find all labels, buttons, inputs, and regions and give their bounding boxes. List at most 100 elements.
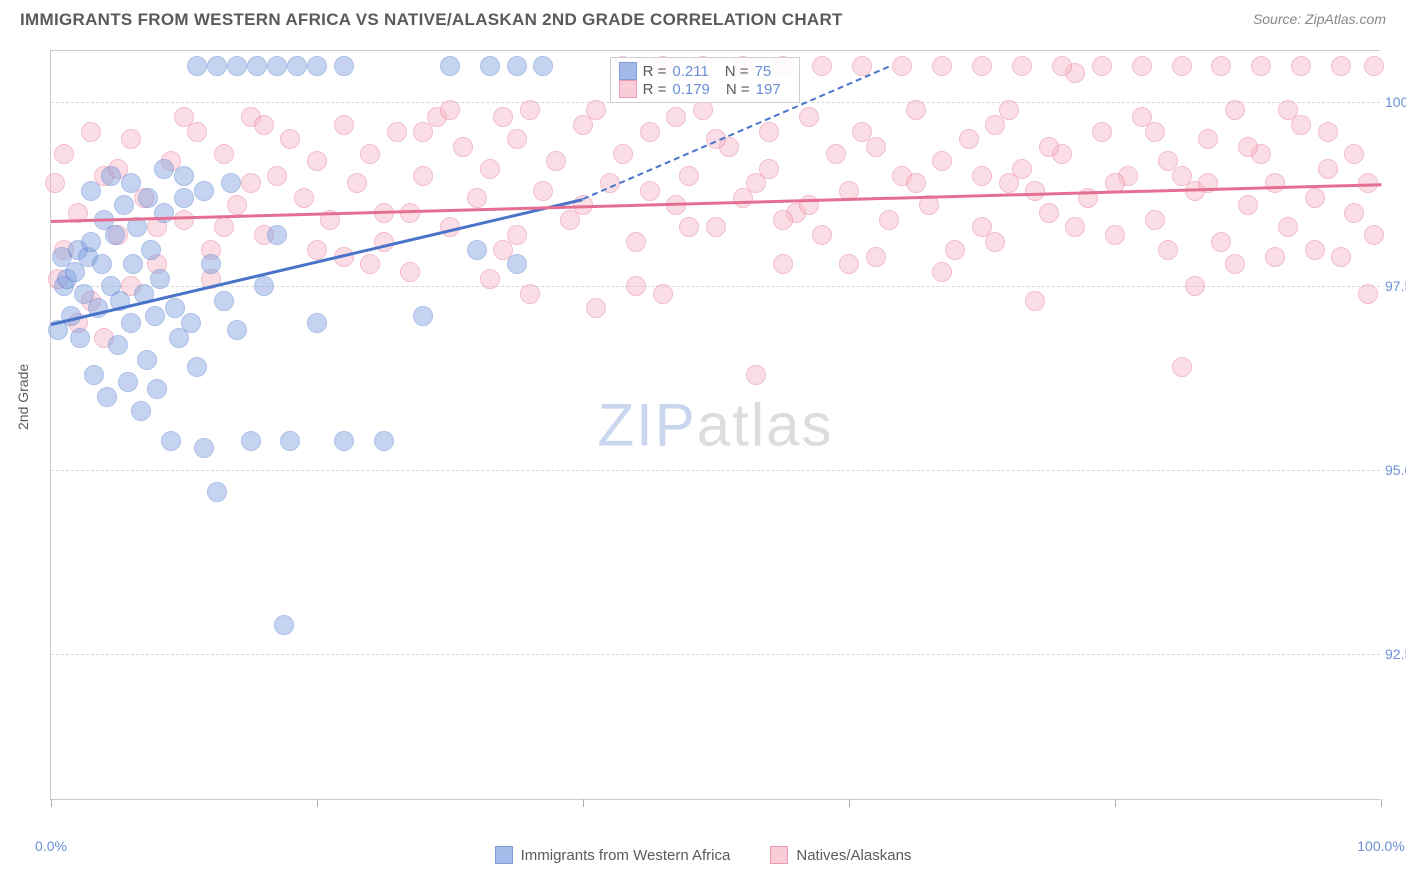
data-point-pink	[1172, 166, 1192, 186]
data-point-blue	[287, 56, 307, 76]
data-point-pink	[360, 254, 380, 274]
data-point-pink	[932, 56, 952, 76]
legend-swatch	[770, 846, 788, 864]
data-point-blue	[207, 56, 227, 76]
data-point-blue	[507, 56, 527, 76]
data-point-pink	[1092, 56, 1112, 76]
data-point-pink	[81, 122, 101, 142]
data-point-pink	[467, 188, 487, 208]
data-point-pink	[1158, 240, 1178, 260]
data-point-pink	[1238, 195, 1258, 215]
data-point-pink	[972, 166, 992, 186]
data-point-pink	[387, 122, 407, 142]
n-value: 75	[755, 63, 772, 80]
data-point-blue	[127, 217, 147, 237]
data-point-pink	[906, 100, 926, 120]
legend-swatch	[495, 846, 513, 864]
data-point-pink	[54, 144, 74, 164]
data-point-pink	[507, 129, 527, 149]
data-point-pink	[1198, 129, 1218, 149]
data-point-pink	[480, 159, 500, 179]
data-point-pink	[759, 122, 779, 142]
data-point-pink	[1132, 56, 1152, 76]
data-point-blue	[105, 225, 125, 245]
data-point-blue	[334, 56, 354, 76]
data-point-blue	[507, 254, 527, 274]
source-label: Source:	[1253, 11, 1305, 27]
data-point-pink	[1305, 240, 1325, 260]
data-point-blue	[150, 269, 170, 289]
data-point-blue	[241, 431, 261, 451]
data-point-pink	[1318, 159, 1338, 179]
data-point-blue	[108, 335, 128, 355]
xtick	[1115, 799, 1116, 807]
data-point-blue	[440, 56, 460, 76]
data-point-pink	[1105, 225, 1125, 245]
data-point-blue	[187, 56, 207, 76]
data-point-pink	[932, 262, 952, 282]
data-point-pink	[653, 284, 673, 304]
data-point-blue	[267, 56, 287, 76]
legend-row-pink: R = 0.179N = 197	[619, 80, 791, 98]
data-point-blue	[227, 56, 247, 76]
data-point-pink	[1211, 56, 1231, 76]
data-point-pink	[241, 173, 261, 193]
data-point-pink	[413, 166, 433, 186]
data-point-pink	[533, 181, 553, 201]
gridline-h	[51, 654, 1380, 655]
n-label: N =	[726, 81, 750, 98]
data-point-blue	[187, 357, 207, 377]
data-point-blue	[70, 328, 90, 348]
data-point-pink	[307, 151, 327, 171]
data-point-blue	[123, 254, 143, 274]
n-value: 197	[756, 81, 781, 98]
ytick-label: 92.5%	[1385, 646, 1406, 662]
data-point-pink	[227, 195, 247, 215]
data-point-blue	[114, 195, 134, 215]
data-point-pink	[839, 254, 859, 274]
data-point-blue	[131, 401, 151, 421]
data-point-blue	[267, 225, 287, 245]
data-point-pink	[1025, 181, 1045, 201]
data-point-blue	[334, 431, 354, 451]
data-point-blue	[174, 166, 194, 186]
data-point-pink	[1065, 217, 1085, 237]
data-point-pink	[1265, 173, 1285, 193]
data-point-pink	[1012, 159, 1032, 179]
data-point-pink	[972, 56, 992, 76]
data-point-blue	[374, 431, 394, 451]
data-point-pink	[254, 115, 274, 135]
data-point-pink	[1358, 284, 1378, 304]
legend-label: Natives/Alaskans	[796, 847, 911, 864]
data-point-pink	[799, 107, 819, 127]
data-point-pink	[959, 129, 979, 149]
data-point-pink	[626, 276, 646, 296]
data-point-pink	[773, 254, 793, 274]
data-point-pink	[520, 100, 540, 120]
xtick	[1381, 799, 1382, 807]
data-point-blue	[413, 306, 433, 326]
data-point-pink	[879, 210, 899, 230]
data-point-pink	[1092, 122, 1112, 142]
chart-title: IMMIGRANTS FROM WESTERN AFRICA VS NATIVE…	[20, 10, 843, 30]
data-point-pink	[666, 107, 686, 127]
data-point-pink	[1344, 203, 1364, 223]
data-point-pink	[1305, 188, 1325, 208]
data-point-blue	[81, 181, 101, 201]
legend-swatch	[619, 80, 637, 98]
data-point-pink	[1145, 122, 1165, 142]
data-point-pink	[1039, 203, 1059, 223]
data-point-pink	[999, 100, 1019, 120]
data-point-blue	[227, 320, 247, 340]
data-point-pink	[586, 298, 606, 318]
data-point-pink	[1145, 210, 1165, 230]
data-point-pink	[773, 210, 793, 230]
data-point-pink	[1344, 144, 1364, 164]
data-point-pink	[360, 144, 380, 164]
data-point-pink	[640, 181, 660, 201]
gridline-h	[51, 286, 1380, 287]
r-value: 0.179	[672, 81, 710, 98]
data-point-pink	[1012, 56, 1032, 76]
data-point-blue	[307, 56, 327, 76]
xtick	[51, 799, 52, 807]
